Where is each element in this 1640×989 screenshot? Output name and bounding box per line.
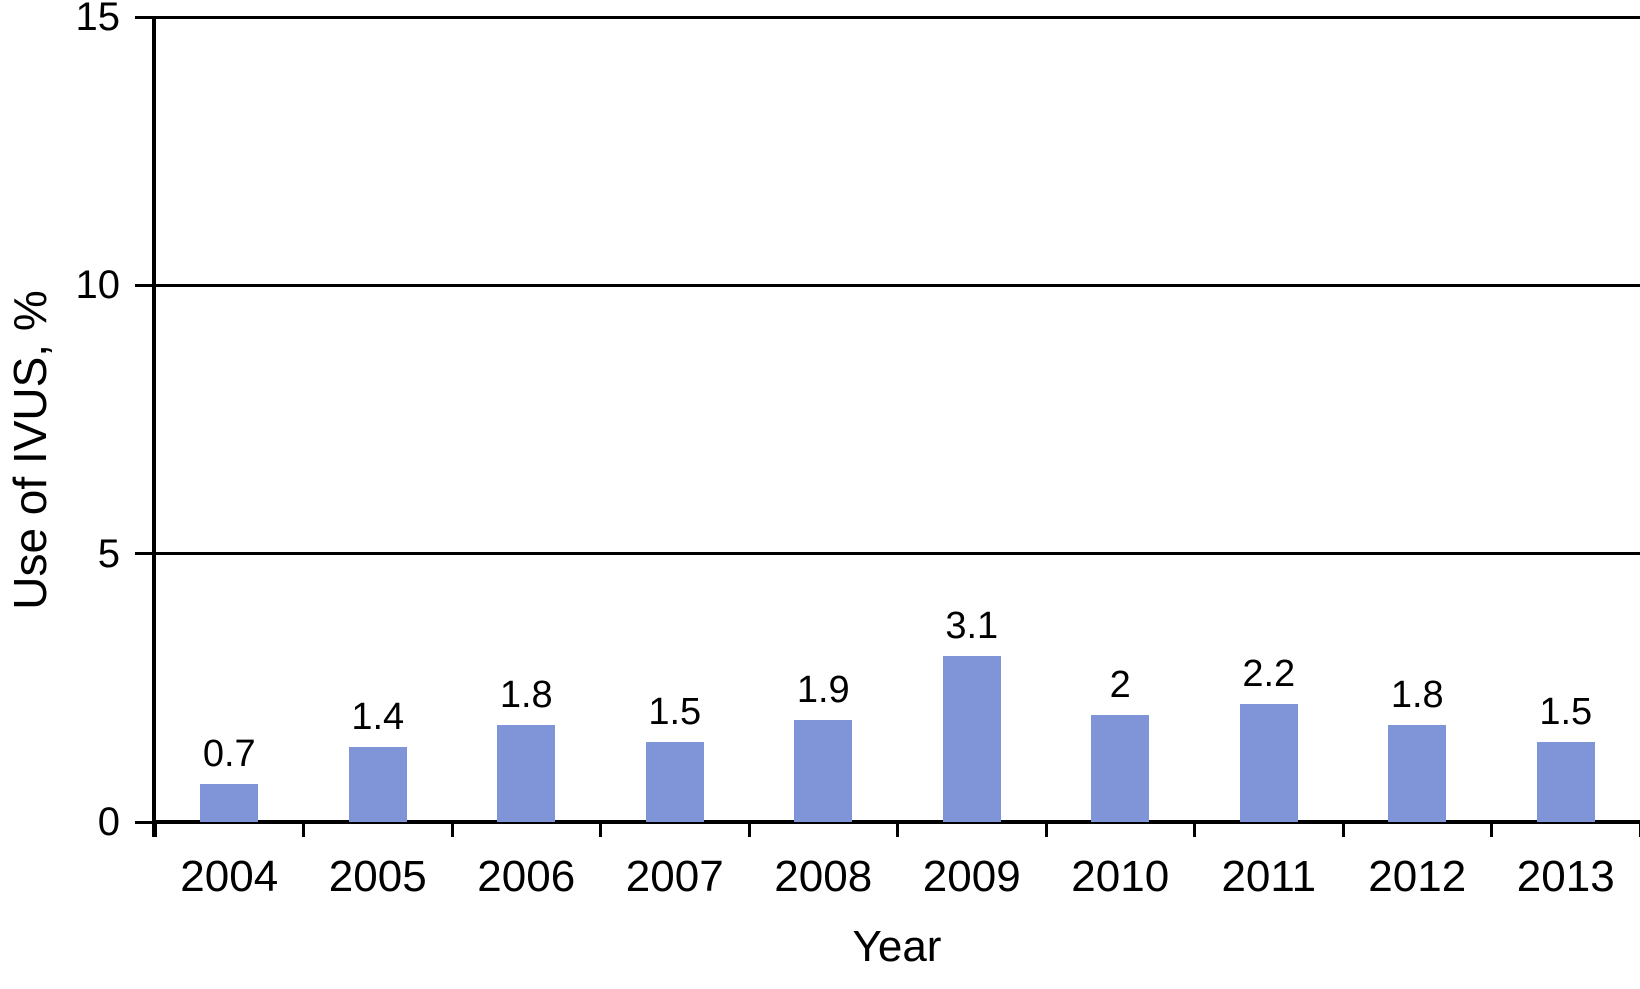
bar-value-label: 1.5: [648, 690, 702, 733]
x-axis-tick: [1341, 822, 1345, 837]
x-axis-title: Year: [852, 922, 942, 971]
y-axis-tick: [135, 283, 155, 287]
y-axis-tick: [135, 552, 155, 556]
x-tick-label: 2007: [625, 852, 724, 901]
bar: [1536, 741, 1595, 822]
y-axis-line: [152, 17, 156, 837]
x-axis-tick: [1193, 822, 1196, 837]
bar-value-label: 0.7: [202, 733, 256, 776]
bar: [1388, 725, 1447, 822]
bar-value-label: 1.4: [351, 695, 405, 738]
bar-value-label: 1.8: [1390, 674, 1444, 717]
bar: [497, 725, 556, 822]
x-tick-label: 2008: [774, 852, 873, 901]
bar-value-label: 2.2: [1242, 652, 1296, 695]
gridline: [155, 283, 1640, 287]
x-tick-label: 2010: [1071, 852, 1170, 901]
y-tick-label: 10: [75, 263, 121, 308]
bar: [348, 746, 407, 822]
y-tick-label: 15: [75, 0, 121, 39]
x-axis-tick: [153, 822, 157, 837]
bar: [942, 655, 1001, 822]
bar-value-label: 1.9: [796, 669, 850, 712]
x-axis-tick: [302, 822, 305, 837]
x-tick-label: 2005: [328, 852, 427, 901]
bar-value-label: 1.8: [499, 674, 553, 717]
x-tick-label: 2009: [922, 852, 1021, 901]
y-axis-tick: [135, 820, 155, 824]
x-tick-label: 2006: [477, 852, 576, 901]
x-axis-tick: [1490, 822, 1493, 837]
x-axis-tick: [1638, 822, 1640, 837]
x-tick-label: 2004: [180, 852, 279, 901]
bar: [1239, 703, 1298, 822]
y-tick-label: 0: [97, 800, 120, 844]
bar-value-label: 1.5: [1539, 690, 1593, 733]
bar: [1091, 714, 1150, 822]
gridline: [155, 552, 1640, 556]
bar: [645, 741, 704, 822]
x-tick-label: 2013: [1516, 852, 1615, 901]
x-axis-tick: [1044, 822, 1048, 837]
x-axis-tick: [747, 822, 751, 837]
x-tick-label: 2011: [1221, 852, 1317, 901]
gridline: [155, 15, 1640, 19]
y-axis-tick: [135, 15, 155, 19]
x-axis-tick: [599, 822, 602, 837]
x-tick-label: 2012: [1368, 852, 1467, 901]
bar: [794, 720, 853, 822]
bar-value-label: 3.1: [945, 604, 999, 647]
x-axis-tick: [450, 822, 454, 837]
bar-value-label: 2: [1109, 663, 1131, 706]
x-axis-tick: [896, 822, 899, 837]
bar: [200, 784, 259, 822]
y-tick-label: 5: [97, 531, 120, 576]
